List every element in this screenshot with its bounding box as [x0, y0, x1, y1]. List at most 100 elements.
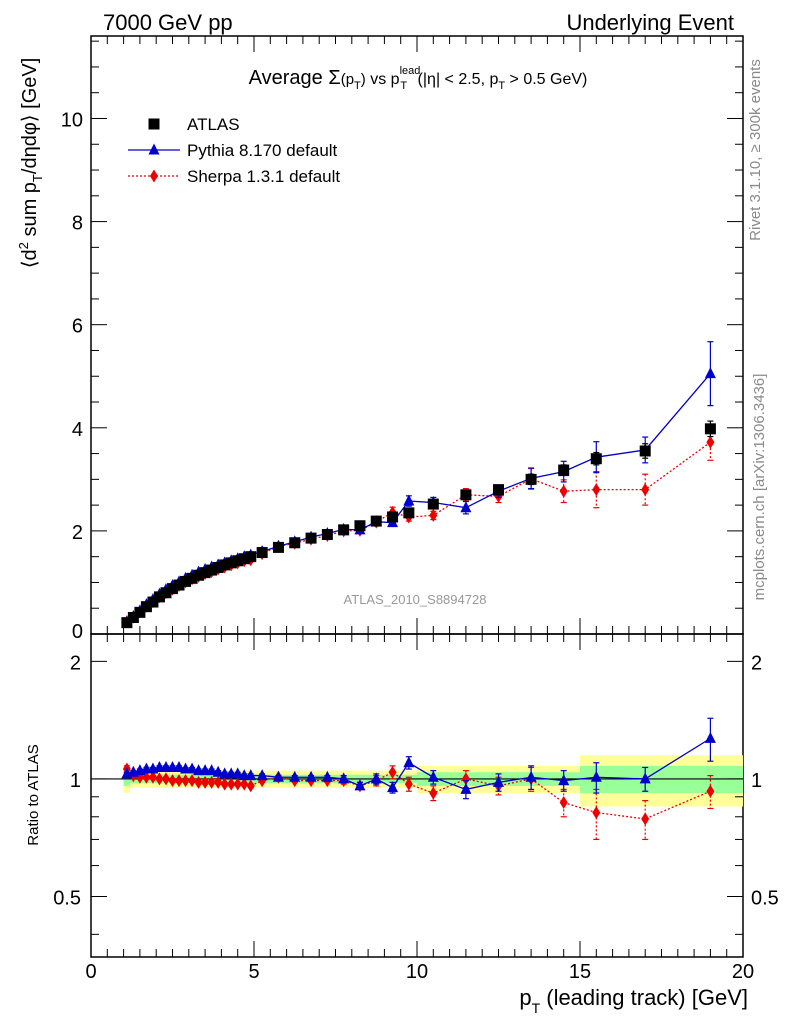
x-tick-label: 10 — [406, 961, 428, 983]
ratio-sherpa-point — [404, 777, 413, 791]
ratio-sherpa-point — [175, 774, 184, 788]
legend-pythia-label: Pythia 8.170 default — [187, 141, 338, 160]
ratio-y-tick-label: 0.5 — [53, 888, 81, 910]
main-atlas-point — [639, 445, 651, 457]
ratio-y-tick-label-right: 2 — [751, 652, 762, 674]
main-y-tick-label: 10 — [61, 109, 83, 131]
ratio-pythia-point — [256, 769, 268, 781]
main-atlas-point — [387, 511, 399, 523]
ratio-y-tick-label-right: 1 — [751, 770, 762, 792]
ratio-pythia-point — [232, 767, 244, 779]
ratio-sherpa-point — [220, 777, 229, 791]
ratio-pythia-point — [493, 775, 504, 787]
main-atlas-point — [167, 583, 178, 595]
legend: ATLAS Pythia 8.170 default Sherpa 1.3.1 de… — [128, 115, 340, 186]
ratio-y-axis-label: Ratio to ATLAS — [25, 744, 42, 845]
ratio-pythia-point — [387, 781, 399, 793]
ratio-sherpa-point — [214, 775, 223, 789]
main-pythia-line — [126, 373, 711, 623]
ratio-pythia-point — [704, 731, 716, 743]
ratio-sherpa-point — [155, 772, 164, 786]
main-atlas-point — [121, 617, 133, 629]
main-pythia-point — [704, 367, 716, 379]
main-atlas-point — [525, 473, 537, 485]
main-atlas-point — [338, 524, 350, 536]
plot-title: Average Σ(pT) vs plead T (|η| < 2.5, pT >… — [249, 65, 588, 92]
main-atlas-point — [272, 541, 284, 553]
ratio-pythia-point — [354, 779, 366, 791]
ratio-pythia-point — [639, 772, 651, 784]
main-sherpa-point — [641, 483, 650, 497]
ratio-sherpa-point — [461, 772, 470, 786]
ratio-y-tick-label: 2 — [70, 652, 81, 674]
rivet-side-label: Rivet 3.1.10, ≥ 300k events — [747, 59, 764, 241]
main-atlas-point — [232, 555, 244, 567]
main-atlas-point — [427, 498, 439, 510]
main-sherpa-point — [559, 484, 568, 498]
main-pythia-point — [403, 494, 415, 506]
main-atlas-point — [460, 489, 472, 501]
ratio-sherpa-point — [207, 775, 216, 789]
ratio-sherpa-point — [592, 806, 601, 820]
ratio-pythia-point — [212, 765, 224, 777]
legend-sherpa-marker — [150, 169, 158, 183]
main-y-tick-label: 4 — [72, 419, 83, 441]
main-atlas-point — [245, 551, 257, 563]
main-atlas-point — [321, 529, 333, 541]
main-y-axis-label: ⟨d2 sum pT/dηdφ⟩ [GeV] — [16, 58, 45, 269]
legend-pythia-marker — [148, 143, 160, 155]
ratio-sherpa-point — [388, 765, 397, 779]
ratio-pythia-point — [206, 764, 218, 776]
ratio-pythia-point — [370, 772, 382, 784]
ratio-sherpa-point — [168, 774, 177, 788]
main-atlas-point — [160, 587, 172, 599]
ratio-pythia-point — [305, 770, 317, 782]
main-atlas-point — [206, 564, 218, 576]
mcplots-side-label: mcplots.cern.ch [arXiv:1306.3436] — [751, 374, 768, 601]
main-sherpa-point — [429, 508, 438, 522]
main-atlas-point — [153, 591, 165, 603]
x-axis-label: pT (leading track) [GeV] — [519, 985, 748, 1016]
ratio-y-tick-label: 1 — [70, 770, 81, 792]
ratio-pythia-point — [525, 770, 537, 782]
main-atlas-point — [180, 575, 192, 587]
main-atlas-point — [134, 606, 146, 618]
legend-sherpa-label: Sherpa 1.3.1 default — [187, 167, 340, 186]
main-atlas-point — [256, 547, 268, 559]
ratio-pythia-point — [245, 769, 257, 781]
legend-atlas-label: ATLAS — [187, 115, 240, 134]
main-atlas-point — [493, 484, 504, 496]
main-atlas-point — [305, 532, 317, 544]
main-atlas-point — [127, 612, 139, 624]
main-atlas-point — [225, 557, 237, 569]
main-atlas-point — [212, 561, 224, 573]
main-atlas-point — [403, 507, 415, 519]
header-left: 7000 GeV pp — [103, 10, 233, 35]
ratio-sherpa-point — [161, 772, 170, 786]
ratio-sherpa-point — [641, 812, 650, 826]
x-tick-label: 5 — [248, 961, 259, 983]
ratio-pythia-point — [558, 774, 570, 786]
main-atlas-point — [193, 569, 205, 581]
ratio-sherpa-point — [181, 774, 190, 788]
ratio-pythia-point — [460, 782, 472, 794]
legend-atlas-marker — [148, 118, 160, 130]
ratio-y-tick-label-right: 0.5 — [751, 888, 779, 910]
main-atlas-point — [140, 601, 152, 613]
ratio-pythia-point — [403, 756, 415, 768]
main-y-tick-label: 0 — [72, 621, 83, 643]
main-y-tick-label: 6 — [72, 316, 83, 338]
x-tick-label: 20 — [732, 961, 754, 983]
main-atlas-point — [147, 596, 159, 608]
main-atlas-point — [289, 537, 301, 549]
ratio-pythia-point — [590, 770, 602, 782]
ratio-sherpa-point — [429, 786, 438, 800]
x-tick-label: 0 — [85, 961, 96, 983]
ratio-pythia-point — [272, 770, 284, 782]
ratio-sherpa-point — [188, 774, 197, 788]
analysis-label: ATLAS_2010_S8894728 — [344, 592, 487, 607]
main-atlas-point — [590, 453, 602, 465]
